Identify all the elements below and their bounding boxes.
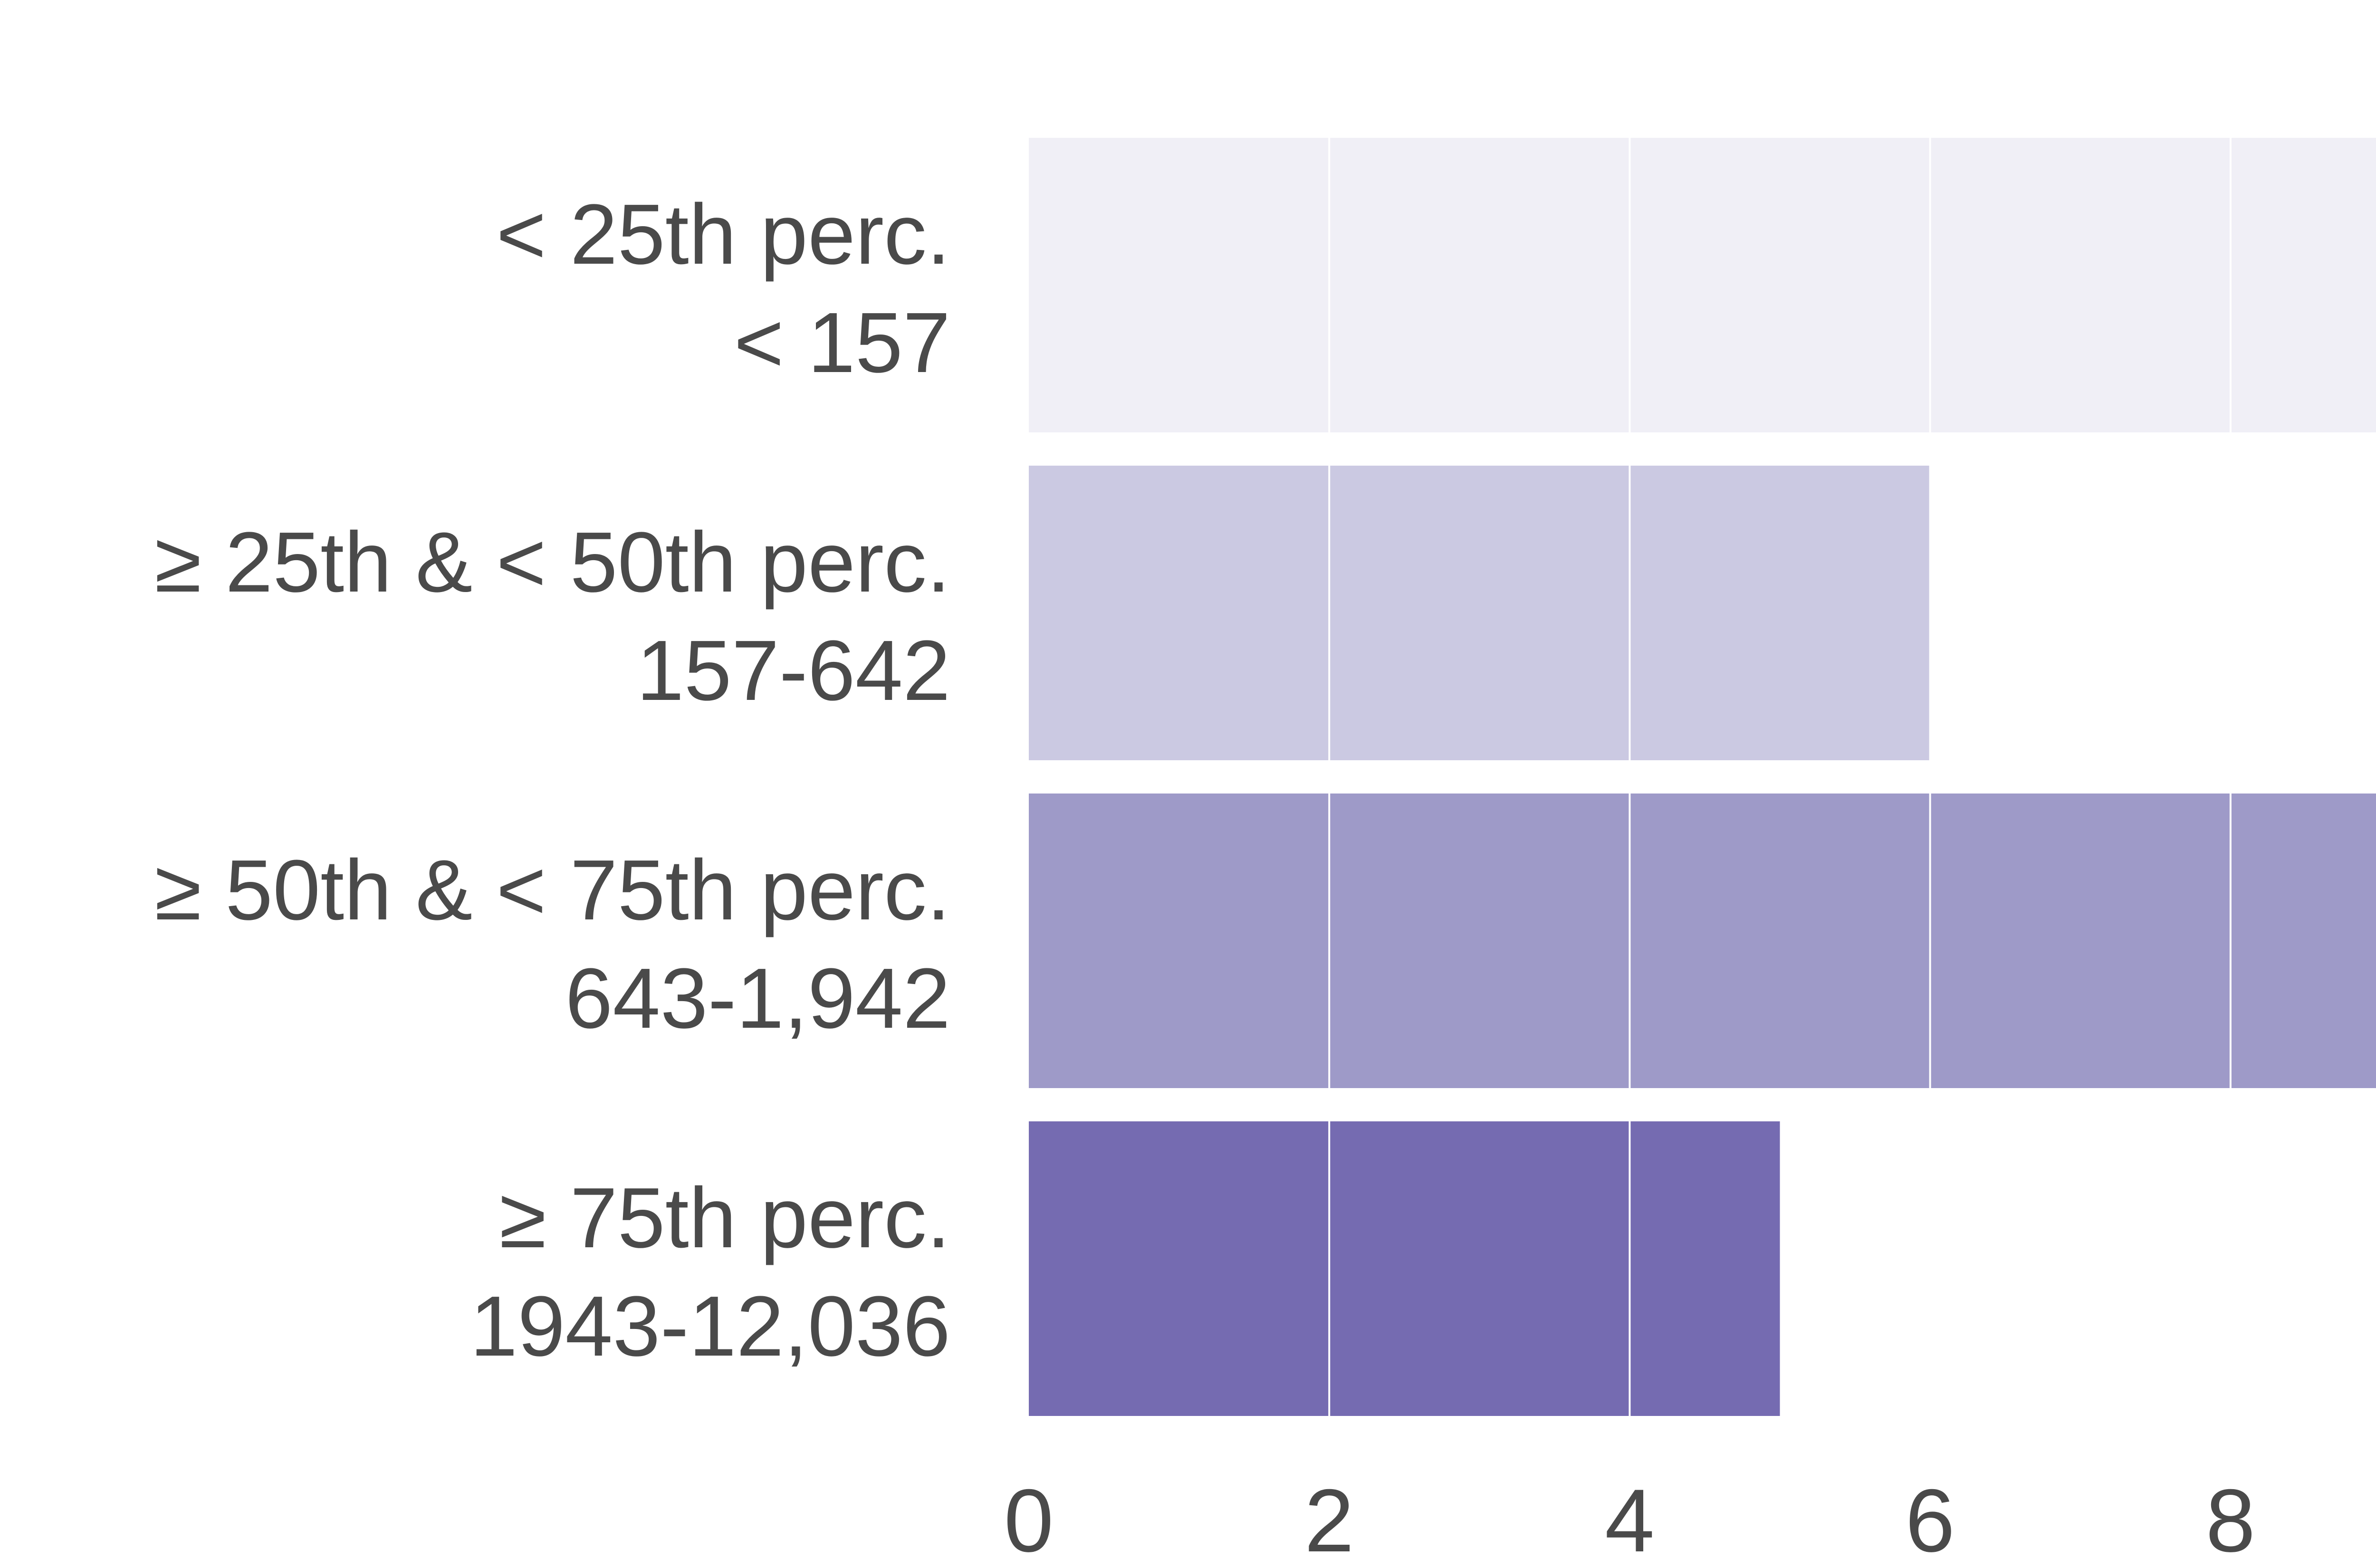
- category-labels: < 25th perc. < 157 ≥ 25th & < 50th perc. 15…: [154, 187, 950, 1374]
- category-label-1-line-2: < 157: [734, 295, 950, 391]
- category-label-1-line-1: < 25th perc.: [496, 187, 950, 282]
- category-label-4-line-1: ≥ 75th perc.: [499, 1170, 950, 1266]
- category-label-2-line-1: ≥ 25th & < 50th perc.: [154, 515, 950, 610]
- x-tick-label-6: 6: [1905, 1471, 1955, 1568]
- bar-3: [1029, 794, 2376, 1088]
- x-tick-label-8: 8: [2206, 1471, 2256, 1568]
- gridlines: [1328, 138, 2232, 1416]
- x-tick-label-4: 4: [1605, 1471, 1655, 1568]
- x-tick-label-0: 0: [1004, 1471, 1054, 1568]
- bar-1: [1029, 138, 2376, 432]
- category-label-3-line-2: 643-1,942: [565, 951, 950, 1046]
- category-label-4-line-2: 1943-12,036: [470, 1279, 950, 1374]
- bar-2: [1029, 466, 1930, 760]
- bars: [1029, 138, 2376, 1416]
- category-label-2-line-2: 157-642: [636, 623, 950, 718]
- x-tick-labels: 0 2 4 6 8: [1004, 1471, 2255, 1568]
- category-label-3-line-1: ≥ 50th & < 75th perc.: [154, 842, 950, 938]
- x-tick-label-2: 2: [1304, 1471, 1354, 1568]
- bar-4: [1029, 1121, 1780, 1416]
